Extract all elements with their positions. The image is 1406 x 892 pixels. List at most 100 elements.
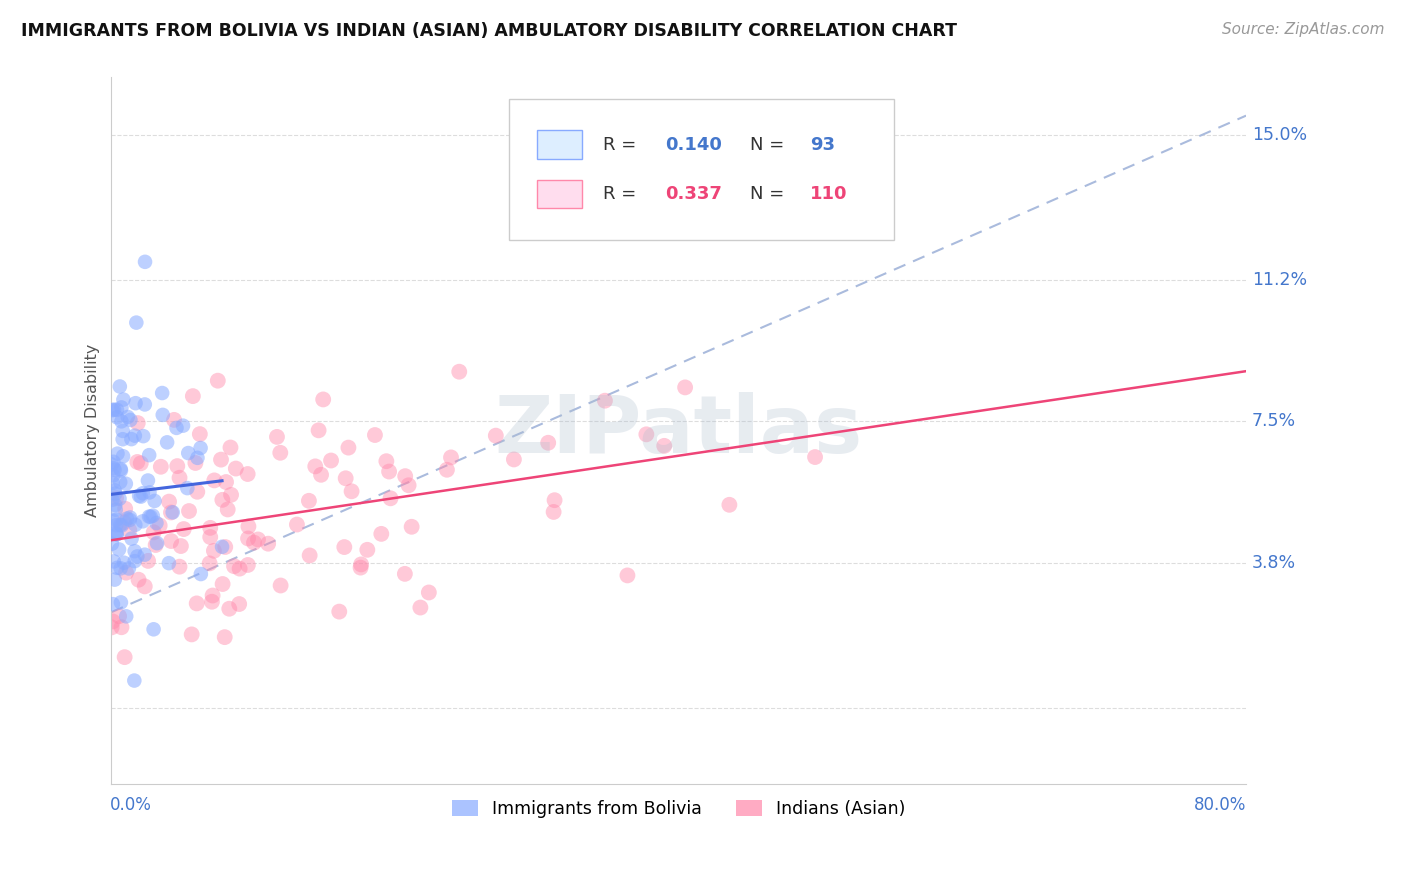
Point: [418, 585, 440, 599]
Text: 110: 110: [810, 185, 848, 203]
Point: [132, 429, 155, 443]
Point: [146, 536, 169, 550]
Point: [132, 486, 155, 500]
Point: [198, 557, 221, 571]
Point: [104, 502, 127, 516]
Point: [166, 459, 188, 474]
Point: [105, 410, 128, 425]
Text: N =: N =: [751, 136, 790, 153]
Point: [201, 589, 224, 603]
Point: [132, 514, 155, 528]
Point: [718, 498, 741, 512]
Text: 7.5%: 7.5%: [1251, 412, 1296, 430]
Point: [333, 540, 356, 554]
Point: [105, 561, 128, 575]
Point: [111, 432, 134, 446]
Point: [121, 532, 143, 546]
Point: [176, 481, 198, 495]
Point: [537, 435, 560, 450]
Point: [201, 595, 224, 609]
Point: [134, 548, 156, 562]
Point: [270, 578, 292, 592]
Point: [143, 494, 166, 508]
Point: [188, 427, 211, 442]
Point: [138, 485, 160, 500]
Point: [225, 461, 247, 475]
Point: [105, 518, 128, 533]
Text: R =: R =: [603, 185, 641, 203]
Point: [211, 540, 233, 554]
FancyBboxPatch shape: [509, 99, 894, 240]
Point: [364, 428, 387, 442]
Point: [108, 379, 131, 393]
Point: [166, 421, 188, 435]
Point: [184, 456, 207, 470]
Point: [112, 556, 135, 570]
Point: [156, 435, 179, 450]
Point: [124, 554, 146, 568]
Point: [115, 566, 138, 580]
Point: [636, 427, 658, 442]
Point: [142, 508, 165, 523]
Point: [298, 493, 321, 508]
Point: [101, 403, 124, 417]
Point: [247, 533, 270, 547]
Point: [104, 486, 127, 500]
Point: [103, 554, 125, 568]
Point: [298, 549, 321, 563]
Point: [136, 474, 159, 488]
Point: [157, 494, 180, 508]
Point: [128, 489, 150, 503]
Point: [108, 609, 131, 624]
Point: [110, 414, 132, 428]
Point: [211, 492, 233, 507]
Point: [145, 538, 167, 552]
Point: [211, 577, 233, 591]
Point: [103, 455, 125, 469]
Point: [285, 517, 308, 532]
Point: [238, 519, 260, 533]
Point: [117, 409, 139, 424]
Point: [186, 450, 208, 465]
Point: [593, 393, 616, 408]
Point: [110, 464, 132, 478]
Point: [101, 492, 124, 507]
Point: [138, 509, 160, 524]
Point: [128, 573, 150, 587]
Point: [152, 408, 174, 422]
Point: [449, 365, 471, 379]
Point: [108, 542, 131, 557]
Point: [173, 522, 195, 536]
Point: [118, 513, 141, 527]
Point: [163, 413, 186, 427]
Text: 3.8%: 3.8%: [1251, 554, 1296, 572]
Point: [304, 459, 326, 474]
Point: [101, 475, 124, 490]
Point: [209, 452, 232, 467]
Point: [125, 316, 148, 330]
Point: [124, 428, 146, 442]
Point: [207, 374, 229, 388]
Point: [103, 461, 125, 475]
Point: [105, 527, 128, 541]
Point: [219, 488, 242, 502]
Point: [142, 525, 165, 540]
Point: [105, 402, 128, 417]
Point: [120, 510, 142, 524]
Y-axis label: Ambulatory Disability: Ambulatory Disability: [86, 344, 100, 517]
Text: N =: N =: [751, 185, 790, 203]
Text: 80.0%: 80.0%: [1194, 796, 1246, 814]
Point: [129, 456, 152, 470]
Text: 11.2%: 11.2%: [1251, 271, 1306, 289]
Point: [335, 471, 357, 485]
Point: [349, 560, 371, 574]
Point: [214, 540, 236, 554]
Point: [436, 463, 458, 477]
Point: [177, 504, 200, 518]
Point: [111, 518, 134, 533]
Point: [110, 401, 132, 415]
Point: [215, 475, 238, 489]
Point: [110, 595, 132, 609]
Point: [124, 396, 146, 410]
Point: [340, 484, 363, 499]
